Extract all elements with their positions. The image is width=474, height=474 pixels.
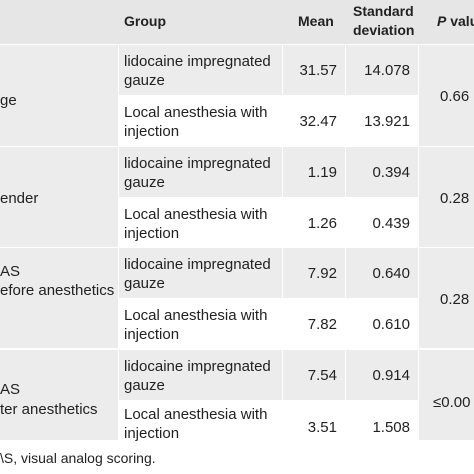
- sd-value: 0.394: [372, 164, 410, 181]
- variable-label: ter anesthetics: [0, 401, 98, 418]
- mean-value: 7.54: [307, 367, 337, 384]
- row-band: [418, 95, 474, 146]
- column-divider: [418, 44, 419, 440]
- header-mean: Mean: [298, 13, 334, 29]
- row-band: [0, 95, 118, 146]
- row-band: [0, 197, 118, 247]
- group-label: gauze: [124, 174, 165, 191]
- p-value: 0.28: [440, 291, 470, 308]
- group-label: lidocaine impregnated: [124, 358, 271, 375]
- mean-value: 32.47: [299, 113, 337, 130]
- row-band: [0, 147, 474, 197]
- group-label: lidocaine impregnated: [124, 256, 271, 273]
- group-label: gauze: [124, 275, 165, 292]
- mean-value: 31.57: [299, 62, 337, 79]
- row-divider: [0, 349, 474, 350]
- row-band: [418, 197, 474, 247]
- group-label: gauze: [124, 377, 165, 394]
- sd-value: 14.078: [364, 62, 410, 79]
- group-label: injection: [124, 326, 180, 343]
- sd-value: 0.439: [372, 215, 410, 232]
- row-band: [0, 350, 474, 400]
- group-label: lidocaine impregnated: [124, 53, 271, 70]
- group-label: injection: [124, 425, 180, 442]
- sd-value: 0.914: [372, 367, 410, 384]
- row-band: [418, 298, 474, 348]
- row-band: [0, 45, 474, 95]
- group-label: injection: [124, 225, 180, 242]
- p-value: 0.28: [440, 190, 470, 207]
- mean-value: 3.51: [307, 419, 337, 436]
- variable-label: ender: [0, 190, 39, 207]
- mean-value: 1.19: [307, 164, 337, 181]
- row-divider: [0, 146, 474, 147]
- variable-label: ge: [0, 92, 17, 109]
- mean-value: 7.82: [307, 316, 337, 333]
- row-band: [0, 298, 118, 348]
- column-divider: [282, 44, 283, 440]
- group-label: gauze: [124, 72, 165, 89]
- row-band: [418, 400, 474, 440]
- variable-label: AS: [0, 263, 21, 280]
- table-footnote: \S, visual analog scoring.: [0, 450, 156, 466]
- p-value: 0.66: [440, 88, 470, 105]
- header-group: Group: [124, 13, 166, 29]
- sd-value: 0.610: [372, 316, 410, 333]
- group-label: lidocaine impregnated: [124, 155, 271, 172]
- sd-value: 0.640: [372, 265, 410, 282]
- row-divider: [118, 400, 418, 401]
- group-label: Local anesthesia with: [124, 307, 268, 324]
- row-band: [0, 400, 118, 440]
- group-label: Local anesthesia with: [124, 406, 268, 423]
- mean-value: 7.92: [307, 265, 337, 282]
- header-sd-line2: deviation: [353, 22, 415, 38]
- row-divider: [118, 298, 418, 299]
- header-p-value: P valu: [437, 13, 474, 29]
- row-divider: [118, 95, 418, 96]
- column-divider: [345, 44, 346, 440]
- row-divider: [118, 197, 418, 198]
- sd-value: 1.508: [372, 419, 410, 436]
- row-band: [0, 248, 474, 298]
- row-divider: [0, 247, 474, 248]
- sd-value: 13.921: [364, 113, 410, 130]
- table-header: [0, 0, 474, 44]
- mean-value: 1.26: [307, 215, 337, 232]
- group-label: Local anesthesia with: [124, 104, 268, 121]
- variable-label: efore anesthetics: [0, 282, 115, 299]
- group-label: Local anesthesia with: [124, 206, 268, 223]
- group-label: injection: [124, 123, 180, 140]
- variable-label: AS: [0, 381, 21, 398]
- p-value: ≤0.00: [433, 394, 471, 411]
- column-divider: [118, 44, 119, 440]
- header-sd-line1: Standard: [353, 3, 414, 19]
- row-divider: [0, 44, 474, 45]
